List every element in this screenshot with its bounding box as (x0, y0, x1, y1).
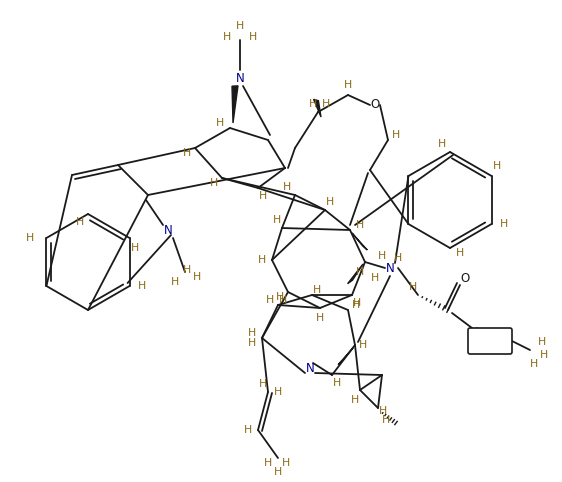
Text: H: H (316, 313, 324, 323)
Text: H: H (248, 328, 256, 338)
Text: H: H (309, 99, 317, 109)
Text: H: H (356, 220, 364, 230)
Text: H: H (492, 161, 501, 171)
Text: H: H (264, 458, 272, 468)
Text: H: H (378, 251, 386, 261)
Text: Abs: Abs (481, 333, 500, 343)
Text: H: H (276, 292, 284, 302)
Text: H: H (244, 425, 252, 435)
Text: H: H (382, 415, 390, 425)
Text: H: H (171, 277, 179, 287)
Text: H: H (236, 21, 244, 31)
Text: H: H (456, 248, 464, 258)
Text: H: H (540, 350, 548, 360)
Text: H: H (279, 295, 287, 305)
Text: H: H (344, 80, 352, 90)
Text: H: H (248, 338, 256, 348)
Text: H: H (266, 295, 274, 305)
Text: H: H (351, 395, 359, 405)
Text: O: O (460, 272, 470, 285)
Text: H: H (379, 406, 387, 416)
Polygon shape (314, 99, 321, 117)
Text: H: H (438, 139, 446, 149)
Text: N: N (164, 224, 173, 237)
Text: H: H (394, 253, 402, 263)
Text: H: H (326, 197, 334, 207)
Text: H: H (282, 458, 290, 468)
Text: H: H (258, 255, 266, 265)
Text: H: H (313, 285, 321, 295)
Text: N: N (235, 71, 244, 84)
FancyBboxPatch shape (468, 328, 512, 354)
Text: H: H (210, 178, 218, 188)
Text: H: H (538, 337, 546, 347)
Text: H: H (322, 99, 330, 109)
Text: H: H (259, 191, 267, 201)
Text: H: H (193, 272, 201, 282)
Text: H: H (223, 32, 231, 42)
Text: H: H (371, 273, 379, 283)
Text: H: H (409, 282, 417, 292)
Text: H: H (259, 379, 267, 389)
Text: H: H (274, 387, 282, 397)
Text: H: H (274, 467, 282, 477)
Text: H: H (500, 219, 507, 229)
Text: H: H (273, 215, 281, 225)
Text: H: H (352, 300, 360, 310)
Polygon shape (352, 233, 368, 250)
Text: H: H (392, 130, 400, 140)
Text: H: H (333, 378, 341, 388)
Text: H: H (76, 217, 84, 227)
Text: H: H (356, 267, 364, 277)
Text: H: H (283, 182, 291, 192)
Text: H: H (359, 340, 367, 350)
Text: H: H (216, 118, 224, 128)
Text: H: H (130, 243, 139, 253)
Polygon shape (232, 86, 238, 123)
Polygon shape (347, 264, 363, 284)
Text: O: O (370, 98, 379, 111)
Text: N: N (306, 362, 314, 375)
Text: H: H (530, 359, 538, 369)
Text: H: H (26, 233, 34, 243)
Text: H: H (249, 32, 257, 42)
Text: H: H (353, 298, 361, 308)
Text: N: N (386, 262, 395, 275)
Text: H: H (183, 148, 191, 158)
Text: H: H (138, 281, 146, 291)
Polygon shape (338, 348, 353, 365)
Text: H: H (183, 265, 191, 275)
